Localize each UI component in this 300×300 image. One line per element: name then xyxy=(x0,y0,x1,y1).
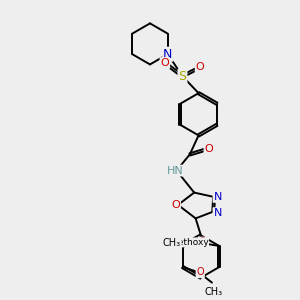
Text: S: S xyxy=(178,70,186,83)
Text: N: N xyxy=(213,192,222,202)
Text: N: N xyxy=(213,208,222,218)
Text: methoxy: methoxy xyxy=(169,238,208,247)
Text: O: O xyxy=(205,144,213,154)
Text: O: O xyxy=(160,58,169,68)
Text: O: O xyxy=(199,237,206,248)
Text: CH₃: CH₃ xyxy=(204,287,223,297)
Text: HN: HN xyxy=(167,166,184,176)
Text: O: O xyxy=(171,200,180,210)
Text: O: O xyxy=(196,62,204,72)
Text: N: N xyxy=(163,48,172,61)
Text: CH₃: CH₃ xyxy=(163,238,181,248)
Text: O: O xyxy=(196,267,204,277)
